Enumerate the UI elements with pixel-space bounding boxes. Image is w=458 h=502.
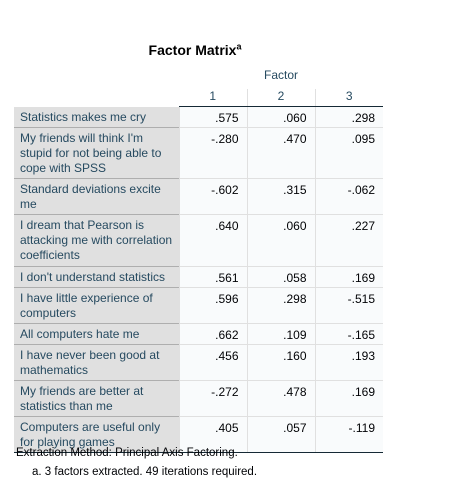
title-footnote-mark: a [236, 41, 242, 52]
header-row-factor: Factor [14, 68, 383, 89]
cell-factor-1: .596 [178, 286, 247, 323]
cell-factor-2: .470 [246, 126, 315, 178]
extraction-method-note: Extraction Method: Principal Axis Factor… [16, 447, 238, 459]
footnote-a: a. 3 factors extracted. 49 iterations re… [32, 466, 258, 478]
cell-factor-1: -.272 [178, 379, 247, 416]
cell-factor-3: .169 [314, 379, 383, 416]
cell-factor-1: -.602 [178, 177, 247, 214]
cell-factor-2: .315 [246, 177, 315, 214]
row-label: I have little experience of computers [14, 286, 179, 323]
cell-factor-3: -.515 [314, 286, 383, 323]
row-label: Standard deviations excite me [14, 177, 179, 214]
table-row: Standard deviations excite me -.602.315 -.… [14, 177, 383, 214]
header-corner-lower [14, 89, 179, 107]
cell-factor-1: .561 [178, 265, 247, 287]
table-row: Statistics makes me cry .575.060.298 [14, 106, 383, 127]
table-notes: Extraction Method: Principal Axis Factor… [16, 444, 257, 482]
cell-factor-3: .227 [314, 213, 383, 266]
cell-factor-3: .095 [314, 126, 383, 178]
row-label: Statistics makes me cry [14, 106, 179, 127]
cell-factor-3: -.165 [314, 322, 383, 344]
row-label: I don't understand statistics [14, 265, 179, 287]
cell-factor-3: -.119 [314, 415, 383, 453]
cell-factor-1: .575 [178, 106, 247, 127]
cell-factor-3: -.062 [314, 177, 383, 214]
column-header-2: 2 [246, 89, 315, 107]
cell-factor-2: .058 [246, 265, 315, 287]
header-row-numbers: 1 2 3 [14, 89, 383, 107]
column-header-3: 3 [314, 89, 383, 107]
cell-factor-1: .405 [178, 415, 247, 453]
row-label: My friends will think I'm stupid for not… [14, 126, 179, 178]
cell-factor-1: .640 [178, 213, 247, 266]
cell-factor-3: .169 [314, 265, 383, 287]
table-row: I don't understand statistics .561.058.16… [14, 265, 383, 287]
factor-matrix-table: Factor 1 2 3 Statistics makes me cry .575… [14, 68, 383, 453]
table-title: Factor Matrixa [0, 42, 390, 58]
table-row: I have little experience of computers .59… [14, 286, 383, 323]
table-row: I have never been good at mathematics .45… [14, 343, 383, 380]
cell-factor-2: .060 [246, 106, 315, 127]
cell-factor-1: .456 [178, 343, 247, 380]
cell-factor-2: .298 [246, 286, 315, 323]
column-group-label: Factor [263, 68, 298, 82]
cell-factor-3: .298 [314, 106, 383, 127]
row-label: Computers are useful only for playing ga… [14, 415, 179, 453]
cell-factor-3: .193 [314, 343, 383, 380]
row-label: I have never been good at mathematics [14, 343, 179, 380]
table-row: My friends will think I'm stupid for not… [14, 126, 383, 178]
column-header-1: 1 [179, 89, 247, 107]
cell-factor-2: .160 [246, 343, 315, 380]
cell-factor-1: -.280 [178, 126, 247, 178]
cell-factor-1: .662 [178, 322, 247, 344]
table-body: Statistics makes me cry .575.060.298 My fr… [14, 106, 383, 453]
row-label: My friends are better at statistics than… [14, 379, 179, 416]
cell-factor-2: .060 [246, 213, 315, 266]
table-row: My friends are better at statistics than… [14, 379, 383, 416]
row-label: All computers hate me [14, 322, 179, 344]
table-row: Computers are useful only for playing ga… [14, 415, 383, 453]
table-title-text: Factor Matrix [148, 42, 237, 58]
header-corner [14, 68, 179, 89]
cell-factor-2: .057 [246, 415, 315, 453]
table-row: I dream that Pearson is attacking me wit… [14, 213, 383, 266]
table-row: All computers hate me .662.109 -.165 [14, 322, 383, 344]
cell-factor-2: .478 [246, 379, 315, 416]
cell-factor-2: .109 [246, 322, 315, 344]
row-label: I dream that Pearson is attacking me wit… [14, 213, 179, 266]
